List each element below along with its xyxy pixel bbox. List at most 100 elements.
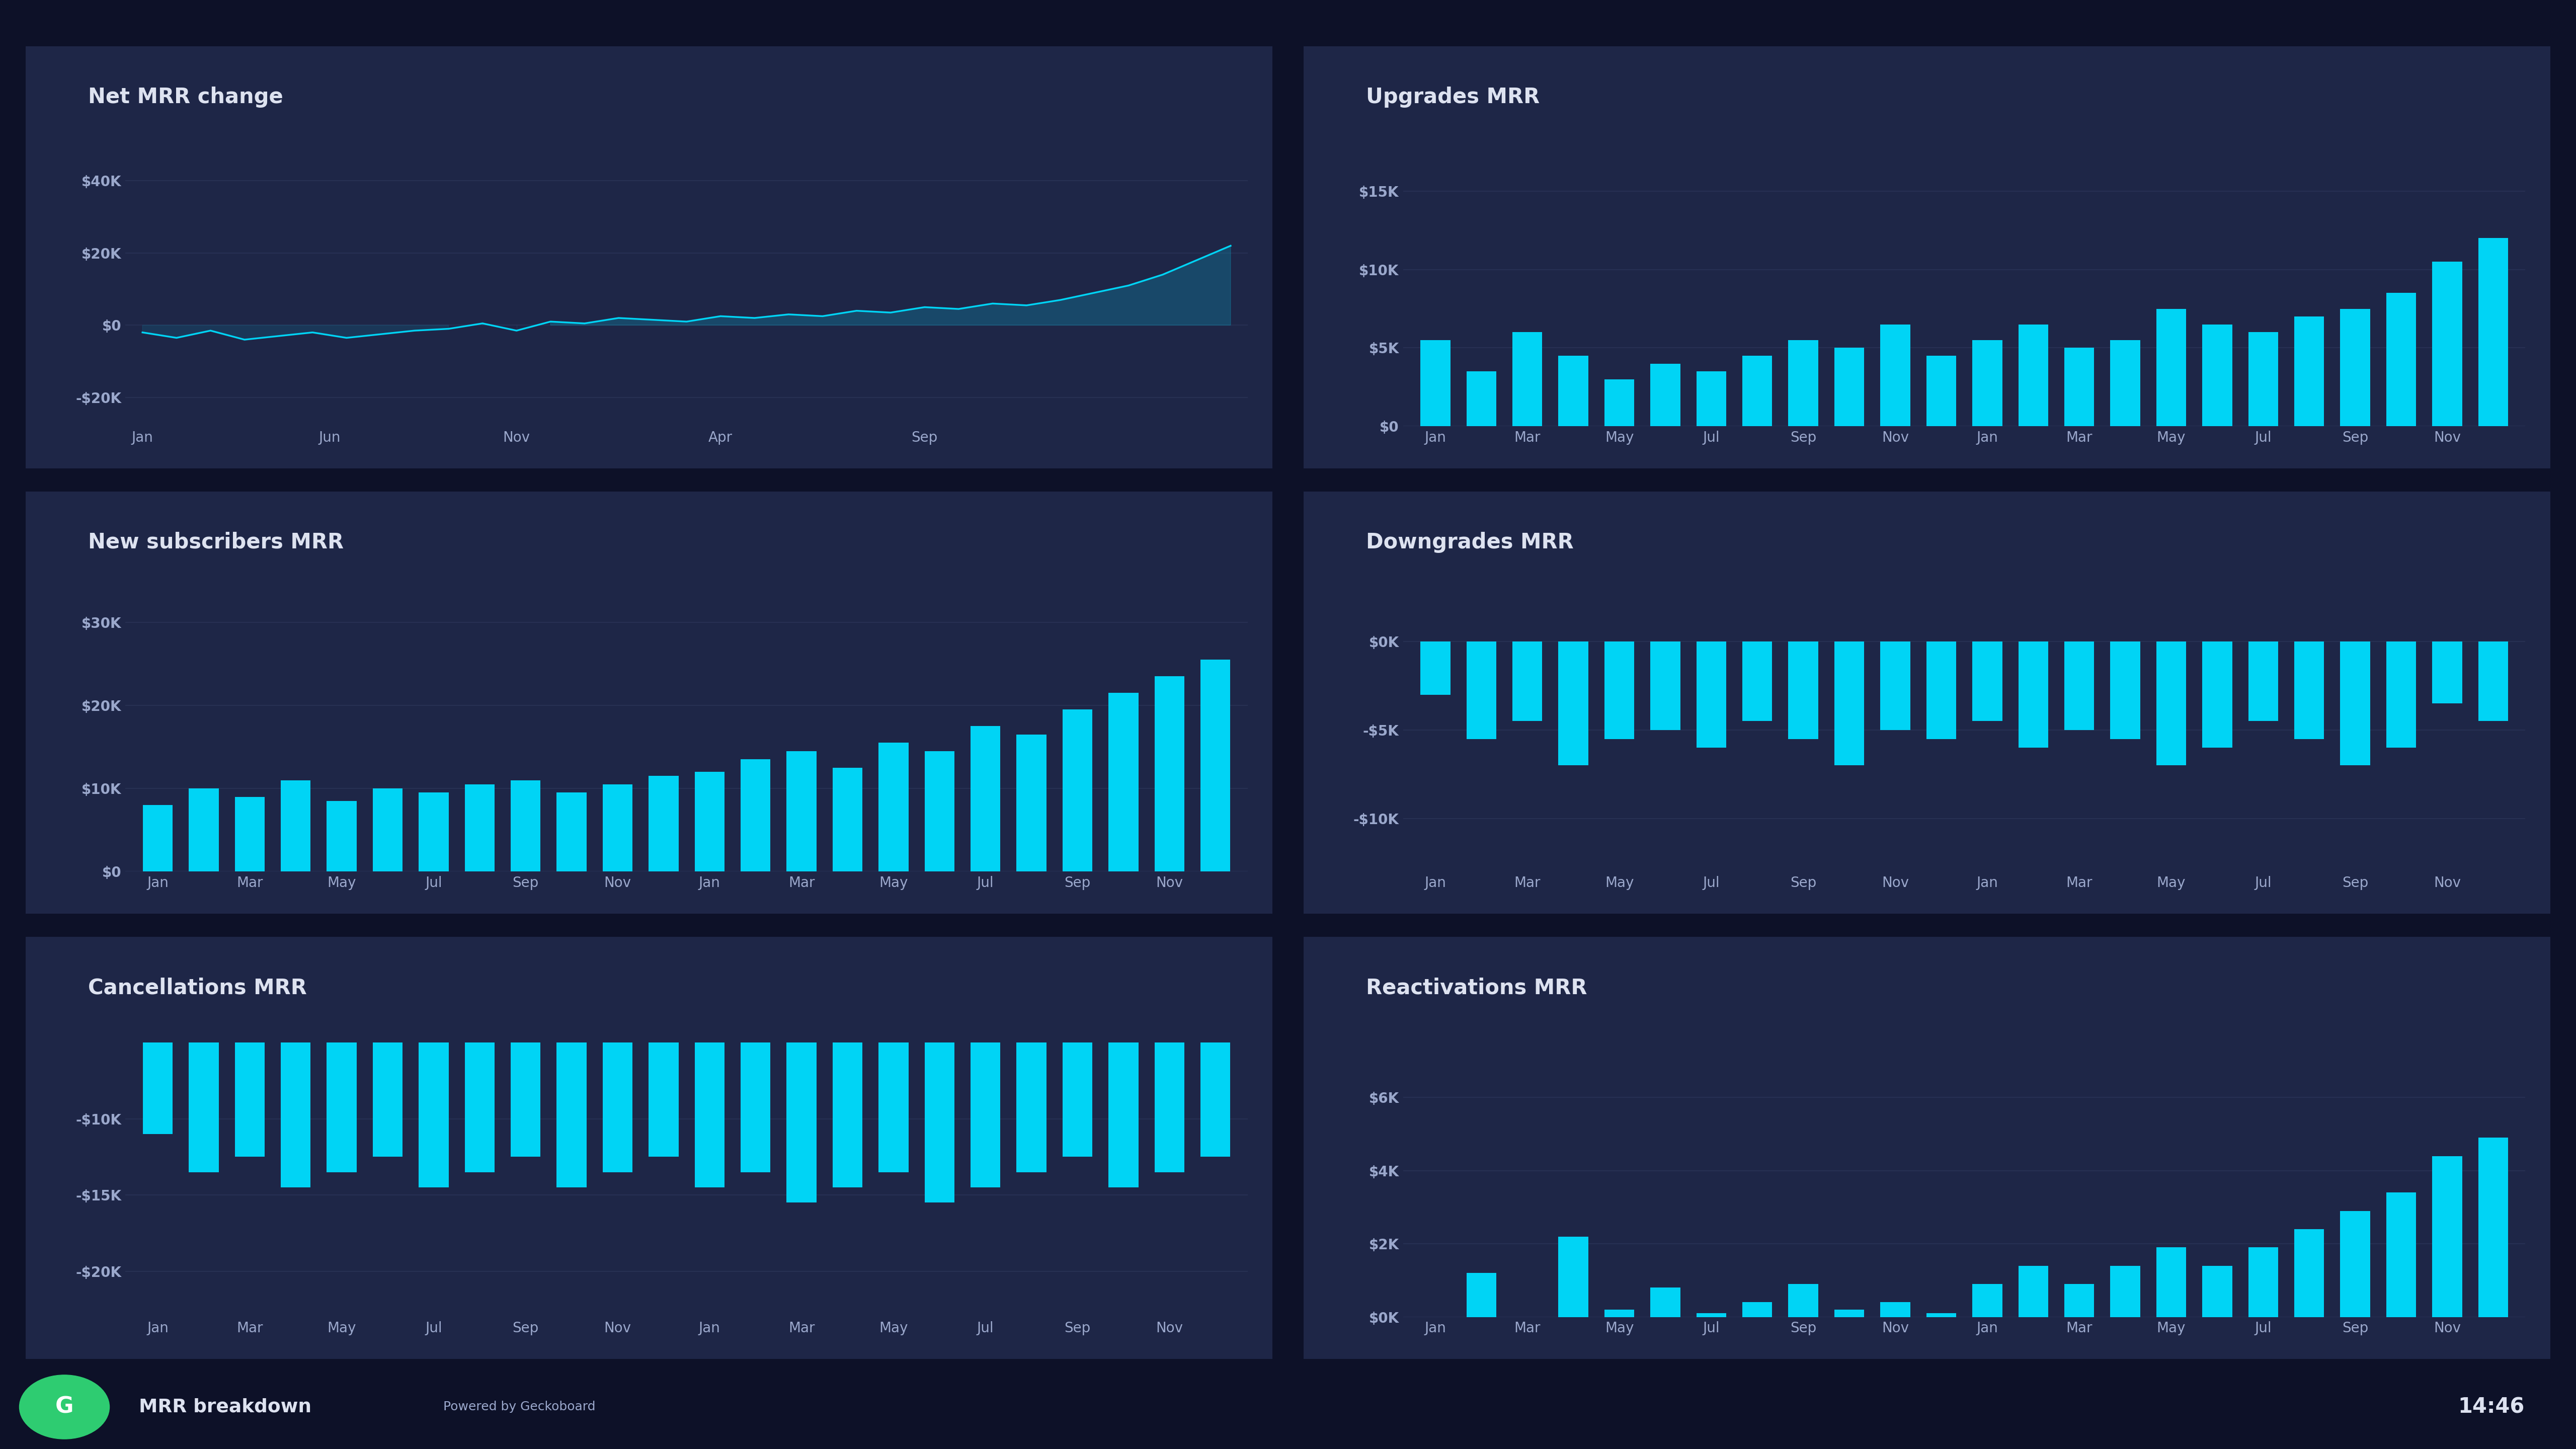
Bar [1788,1284,1819,1317]
Bar [925,966,956,1203]
Bar [2202,642,2233,748]
Circle shape [21,1375,108,1439]
Bar [1698,1313,1726,1317]
Bar [2339,642,2370,765]
Bar [1973,341,2002,426]
Bar [188,788,219,872]
Text: Powered by Geckoboard: Powered by Geckoboard [443,1401,595,1413]
Bar [510,780,541,872]
Bar [878,966,909,1172]
Text: G: G [54,1397,75,1417]
Text: MRR breakdown: MRR breakdown [139,1398,312,1416]
Bar [1741,356,1772,426]
Bar [2110,341,2141,426]
Bar [1834,642,1865,765]
Bar [2017,325,2048,426]
Text: Upgrades MRR: Upgrades MRR [1365,87,1540,107]
Bar [2202,1266,2233,1317]
Bar [464,966,495,1172]
FancyBboxPatch shape [8,41,1291,475]
Bar [1108,693,1139,872]
Bar [2017,642,2048,748]
Bar [2156,642,2187,765]
Bar [1698,371,1726,426]
Bar [2339,1211,2370,1317]
Bar [1698,642,1726,748]
Bar [649,777,677,872]
Bar [603,784,634,872]
Bar [1880,642,1911,730]
Bar [649,966,677,1156]
Bar [510,966,541,1156]
Bar [696,966,724,1187]
Bar [696,772,724,872]
Text: 14:46: 14:46 [2458,1397,2524,1417]
Bar [739,759,770,872]
Bar [2063,1284,2094,1317]
Bar [832,966,863,1187]
Bar [1419,642,1450,694]
Bar [1880,325,1911,426]
Bar [327,801,355,872]
Bar [420,793,448,872]
Bar [1154,966,1185,1172]
Bar [1788,341,1819,426]
Text: New subscribers MRR: New subscribers MRR [88,532,343,554]
Bar [2063,348,2094,426]
Bar [2295,316,2324,426]
Bar [374,788,402,872]
Bar [1927,1313,1955,1317]
FancyBboxPatch shape [1285,930,2568,1365]
Bar [1927,642,1955,739]
Bar [2017,1266,2048,1317]
FancyBboxPatch shape [8,930,1291,1365]
Bar [1605,380,1633,426]
Bar [420,966,448,1187]
Bar [1512,332,1543,426]
Bar [2339,309,2370,426]
Bar [556,793,587,872]
Bar [1466,642,1497,739]
Text: Downgrades MRR: Downgrades MRR [1365,532,1574,554]
Bar [1605,642,1633,739]
Text: Reactivations MRR: Reactivations MRR [1365,977,1587,998]
Bar [971,966,999,1187]
FancyBboxPatch shape [8,485,1291,920]
Bar [2385,642,2416,748]
Bar [1558,642,1589,765]
Bar [2295,1229,2324,1317]
Bar [2478,238,2509,426]
Bar [2478,642,2509,722]
Bar [1651,1288,1680,1317]
Bar [1558,1236,1589,1317]
Bar [786,966,817,1203]
Bar [1154,677,1185,872]
Bar [1200,966,1231,1156]
Bar [1108,966,1139,1187]
Bar [2156,309,2187,426]
Bar [281,780,312,872]
Bar [142,966,173,1135]
Bar [1973,1284,2002,1317]
Bar [2249,332,2277,426]
Bar [1973,642,2002,722]
Bar [1788,642,1819,739]
Bar [2249,642,2277,722]
FancyBboxPatch shape [1285,485,2568,920]
Bar [1834,348,1865,426]
Bar [2249,1248,2277,1317]
Bar [1651,642,1680,730]
Bar [971,726,999,872]
Bar [327,966,355,1172]
Bar [2295,642,2324,739]
Bar [603,966,634,1172]
Bar [2063,642,2094,730]
Bar [1741,1303,1772,1317]
Bar [556,966,587,1187]
Bar [2432,642,2463,703]
Bar [2432,262,2463,426]
Bar [281,966,312,1187]
Text: Cancellations MRR: Cancellations MRR [88,977,307,998]
Bar [2478,1137,2509,1317]
Bar [1061,966,1092,1156]
